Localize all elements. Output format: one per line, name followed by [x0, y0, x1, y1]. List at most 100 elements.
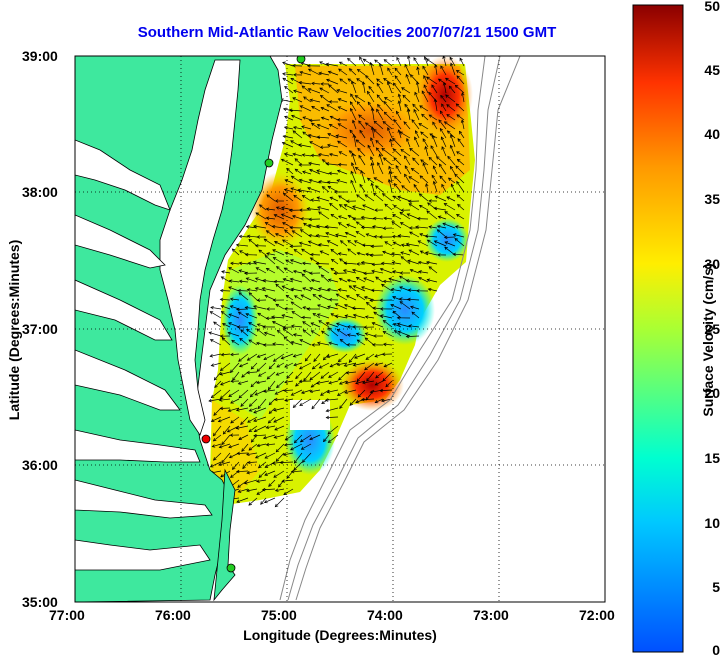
velocity-arrow — [292, 153, 303, 157]
velocity-arrowhead — [272, 298, 277, 302]
velocity-arrow — [366, 371, 375, 382]
velocity-arrowhead — [336, 328, 341, 333]
velocity-arrowhead — [457, 138, 461, 142]
velocity-arrowhead — [399, 222, 404, 226]
velocity-arrowhead — [301, 390, 305, 394]
velocity-arrow — [290, 278, 303, 283]
velocity-arrowhead — [358, 154, 362, 159]
velocity-arrow — [435, 64, 438, 76]
velocity-arrow — [300, 105, 312, 112]
velocity-arrow — [351, 81, 357, 94]
velocity-arrowhead — [338, 377, 342, 381]
velocity-arrowhead — [356, 78, 360, 82]
velocity-arrowhead — [383, 59, 388, 63]
velocity-arrow — [387, 81, 393, 94]
velocity-arrow — [310, 199, 321, 202]
velocity-arrow — [346, 224, 357, 229]
velocity-arrowhead — [229, 305, 234, 309]
velocity-arrowhead — [244, 252, 249, 257]
velocity-arrowhead — [300, 294, 305, 298]
velocity-arrowhead — [366, 177, 371, 182]
velocity-arrowhead — [324, 398, 329, 402]
velocity-arrowhead — [442, 81, 447, 86]
velocity-arrowhead — [338, 61, 343, 65]
velocity-arrowhead — [373, 234, 377, 239]
velocity-arrowhead — [327, 431, 332, 435]
velocity-arrow — [248, 239, 258, 247]
velocity-arrowhead — [307, 68, 312, 72]
velocity-arrowhead — [339, 258, 343, 262]
velocity-arrow — [286, 168, 294, 175]
velocity-arrow — [415, 226, 429, 229]
velocity-arrowhead — [365, 233, 370, 237]
velocity-arrowhead — [347, 248, 351, 252]
velocity-arrow — [365, 75, 375, 85]
velocity-arrow — [398, 129, 402, 139]
velocity-arrow — [357, 339, 366, 346]
velocity-arrow — [316, 197, 330, 202]
velocity-arrowhead — [406, 213, 411, 217]
velocity-arrow — [383, 331, 393, 337]
velocity-arrowhead — [375, 147, 380, 151]
velocity-arrow — [266, 268, 276, 274]
velocity-arrowhead — [455, 165, 459, 169]
colorbar-tick-label: 5 — [712, 579, 720, 596]
velocity-arrowhead — [228, 393, 232, 397]
velocity-arrow — [336, 293, 348, 301]
velocity-arrowhead — [431, 174, 435, 179]
velocity-arrowhead — [334, 314, 339, 318]
velocity-arrowhead — [433, 98, 438, 103]
velocity-arrow — [239, 280, 249, 283]
velocity-arrow — [381, 148, 393, 157]
velocity-arrowhead — [454, 225, 459, 229]
velocity-arrowhead — [229, 433, 234, 437]
velocity-arrowhead — [298, 366, 303, 370]
velocity-arrow — [240, 398, 249, 407]
velocity-arrow — [418, 123, 429, 130]
velocity-arrowhead — [352, 325, 356, 329]
velocity-arrowhead — [293, 89, 297, 93]
velocity-arrowhead — [276, 329, 281, 334]
velocity-arrowhead — [374, 382, 379, 386]
velocity-arrowhead — [313, 358, 317, 362]
velocity-arrowhead — [330, 267, 335, 272]
velocity-arrowhead — [328, 100, 332, 104]
velocity-arrowhead — [376, 82, 380, 87]
velocity-arrowhead — [220, 276, 225, 280]
velocity-arrowhead — [394, 67, 398, 72]
velocity-arrowhead — [246, 470, 250, 475]
velocity-arrow — [302, 321, 312, 328]
velocity-arrow — [316, 234, 330, 238]
velocity-arrow — [383, 157, 393, 166]
velocity-arrowhead — [316, 313, 321, 317]
velocity-arrowhead — [262, 435, 267, 440]
velocity-arrow — [232, 461, 240, 470]
velocity-arrowhead — [357, 394, 362, 398]
velocity-arrow — [256, 362, 267, 372]
velocity-arrow — [328, 371, 339, 378]
velocity-arrowhead — [272, 249, 276, 253]
velocity-arrowhead — [360, 215, 365, 220]
velocity-arrowhead — [285, 259, 289, 263]
velocity-arrowhead — [376, 94, 381, 98]
velocity-arrow — [393, 205, 402, 211]
velocity-arrow — [293, 195, 303, 202]
velocity-arrowhead — [274, 488, 279, 492]
velocity-arrowhead — [245, 225, 250, 229]
velocity-arrowhead — [262, 325, 266, 329]
velocity-arrow — [400, 149, 411, 157]
velocity-arrow — [291, 389, 303, 396]
velocity-arrow — [272, 343, 285, 346]
velocity-arrow — [392, 214, 402, 220]
velocity-arrowhead — [396, 56, 400, 61]
velocity-arrowhead — [430, 145, 434, 149]
velocity-arrowhead — [261, 487, 266, 492]
velocity-arrowhead — [237, 311, 242, 315]
velocity-arrow — [248, 443, 258, 451]
velocity-arrowhead — [393, 157, 397, 161]
velocity-arrowhead — [452, 252, 457, 257]
velocity-arrow — [336, 323, 348, 328]
velocity-arrowhead — [326, 240, 331, 244]
velocity-arrow — [283, 278, 294, 283]
velocity-arrow — [257, 312, 267, 319]
